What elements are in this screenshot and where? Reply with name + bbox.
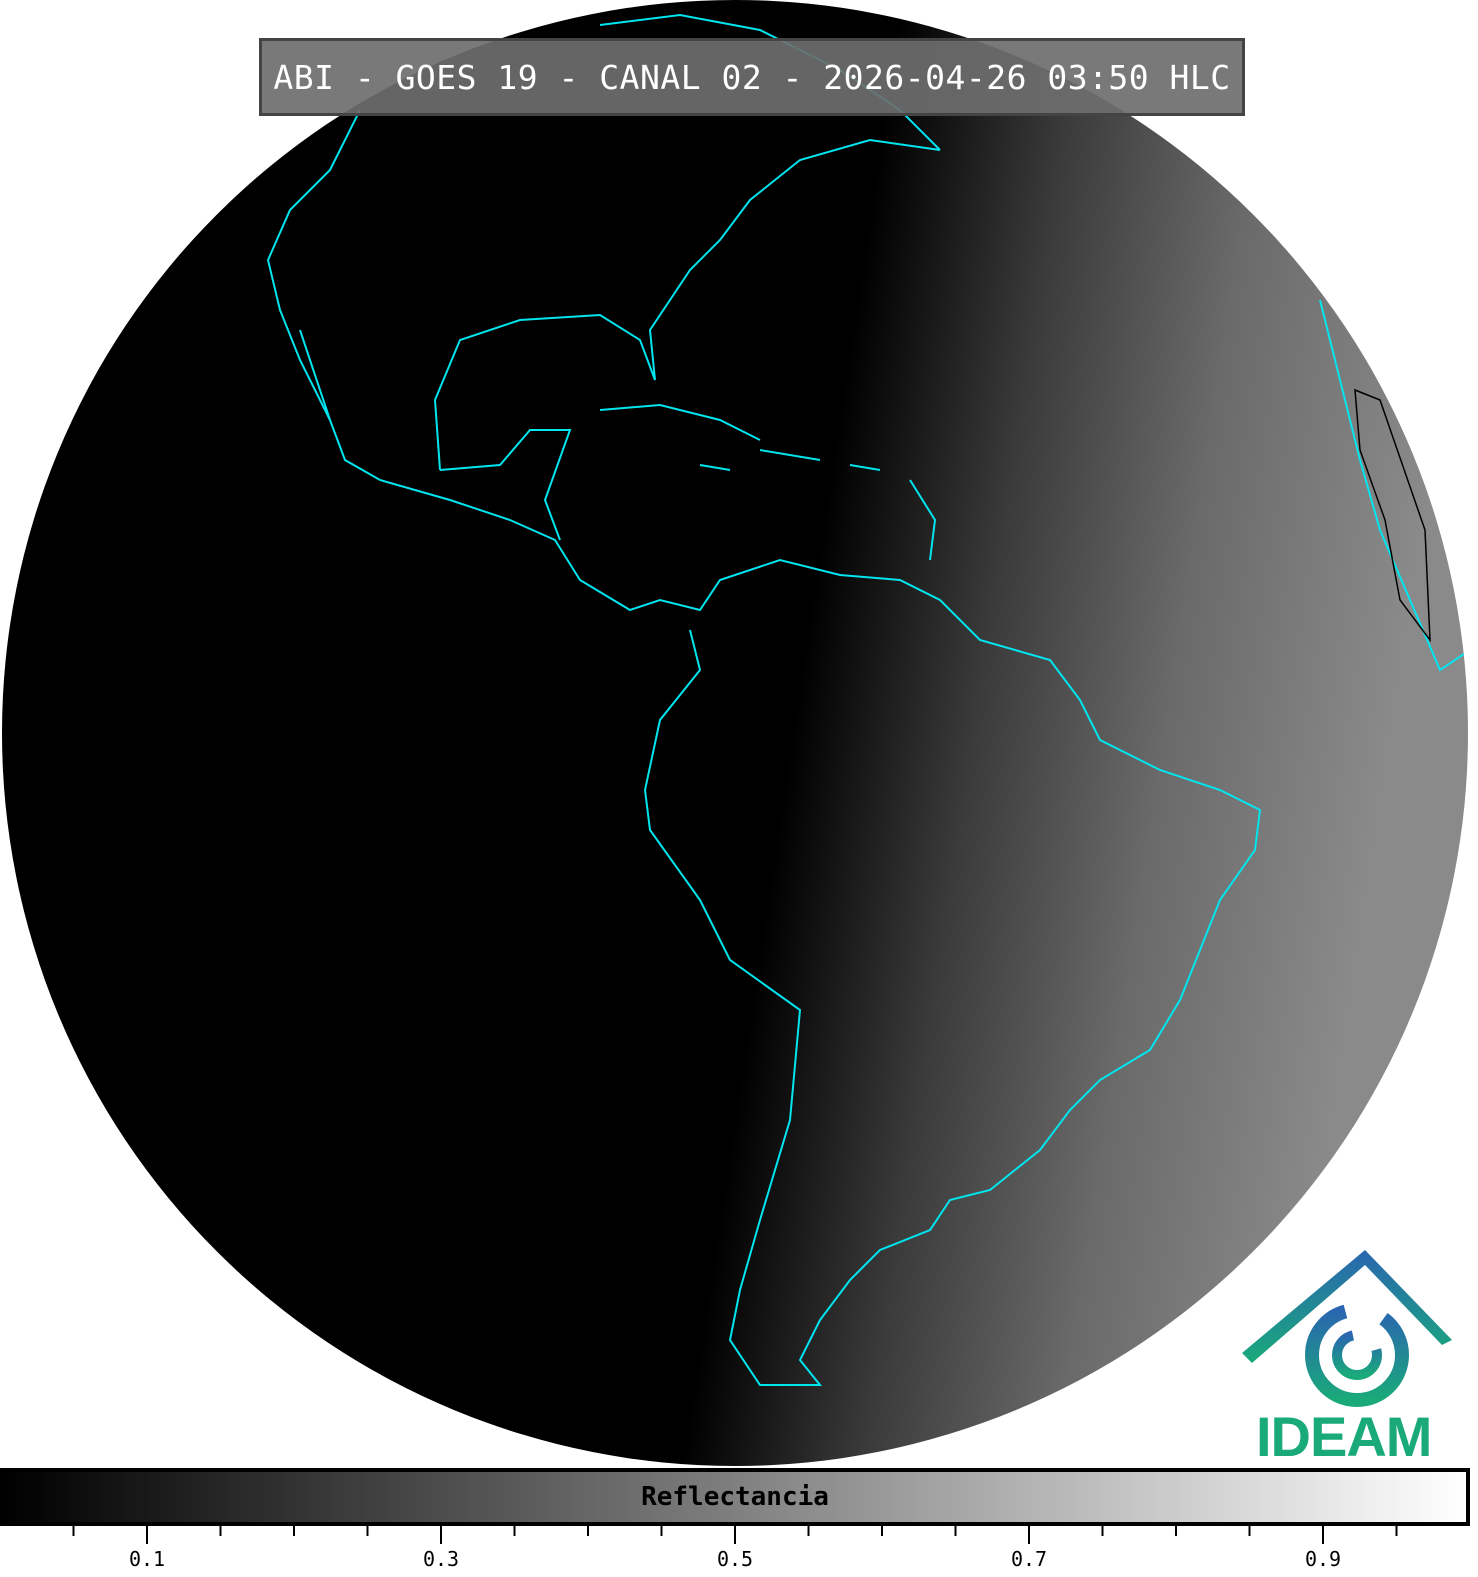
earth-disk bbox=[2, 0, 1468, 1466]
tick-label: 0.1 bbox=[129, 1547, 165, 1571]
colorbar-label: Reflectancia bbox=[641, 1482, 829, 1512]
image-title: ABI - GOES 19 - CANAL 02 - 2026-04-26 03… bbox=[259, 38, 1245, 116]
coastline-caribbean bbox=[599, 403, 937, 561]
coastline-africa bbox=[1319, 299, 1468, 672]
colorbar: Reflectancia bbox=[0, 1468, 1470, 1526]
tick-label: 0.3 bbox=[423, 1547, 459, 1571]
satellite-globe-image bbox=[2, 0, 1468, 1466]
tick-label: 0.7 bbox=[1011, 1547, 1047, 1571]
ideam-logo-text: IDEAM bbox=[1256, 1405, 1432, 1468]
tick-label: 0.5 bbox=[717, 1547, 753, 1571]
colorbar-axis: 0.1 0.3 0.5 0.7 0.9 bbox=[72, 1526, 1398, 1571]
coastline-gulf-mexico bbox=[299, 138, 941, 541]
ideam-logo bbox=[1242, 1250, 1452, 1407]
coastline-north-america bbox=[266, 109, 1262, 1386]
tick-label: 0.9 bbox=[1305, 1547, 1341, 1571]
border-western-sahara bbox=[1354, 388, 1431, 643]
